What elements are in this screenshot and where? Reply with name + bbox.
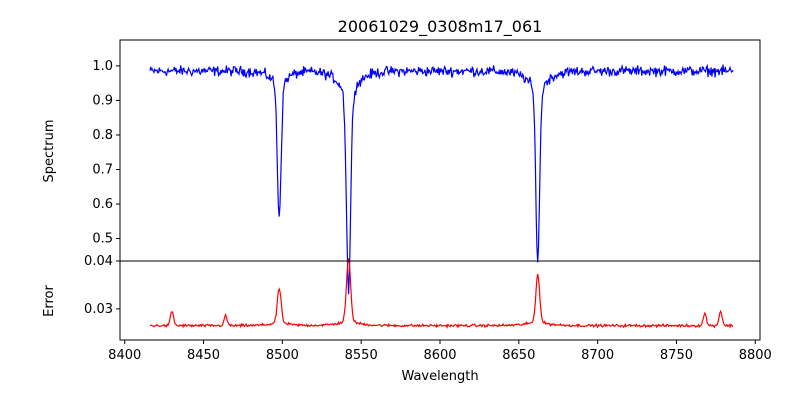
- error-plot-frame: [119, 260, 761, 341]
- wavelength-x-tick-label: 8600: [423, 348, 456, 363]
- spectrum-lines: [149, 63, 734, 295]
- error-panel: 0.03 0.04 8400 8450 8500 8550 8600 8650 8700 875…: [84, 254, 772, 363]
- error-y-tick-label: 0.04: [84, 254, 113, 269]
- wavelength-x-tick-label: 8450: [187, 348, 220, 363]
- wavelength-x-tick-label: 8400: [108, 348, 141, 363]
- wavelength-axis-label: Wavelength: [401, 369, 478, 384]
- error-axis-label: Error: [42, 285, 57, 317]
- wavelength-x-tick-label: 8800: [739, 348, 772, 363]
- error-y-tick-label: 0.03: [84, 302, 113, 317]
- spectrum-y-tick-label: 0.8: [92, 128, 113, 143]
- error-lines: [149, 258, 734, 330]
- wavelength-x-tick-label: 8550: [345, 348, 378, 363]
- chart-title: 20061029_0308m17_061: [338, 17, 543, 37]
- wavelength-x-ticks: 8400 8450 8500 8550 8600 8650 8700 8750 8800: [108, 340, 772, 363]
- spectrum-panel: 0.5 0.6 0.7 0.8 0.9 1.0: [92, 39, 761, 295]
- spectrum-y-tick-label: 0.6: [92, 197, 113, 212]
- wavelength-x-tick-label: 8700: [581, 348, 614, 363]
- spectrum-axis-label: Spectrum: [42, 120, 57, 183]
- spectrum-y-ticks: 0.5 0.6 0.7 0.8 0.9 1.0: [92, 59, 120, 247]
- spectrum-series-line: [149, 63, 734, 295]
- error-series-line: [149, 258, 734, 330]
- spectrum-y-tick-label: 0.7: [92, 162, 113, 177]
- wavelength-x-tick-label: 8650: [502, 348, 535, 363]
- spectrum-y-tick-label: 1.0: [92, 59, 113, 74]
- wavelength-x-tick-label: 8500: [266, 348, 299, 363]
- spectrum-y-tick-label: 0.5: [92, 232, 113, 247]
- spectrum-y-tick-label: 0.9: [92, 93, 113, 108]
- wavelength-x-tick-label: 8750: [660, 348, 693, 363]
- error-y-ticks: 0.03 0.04: [84, 254, 120, 317]
